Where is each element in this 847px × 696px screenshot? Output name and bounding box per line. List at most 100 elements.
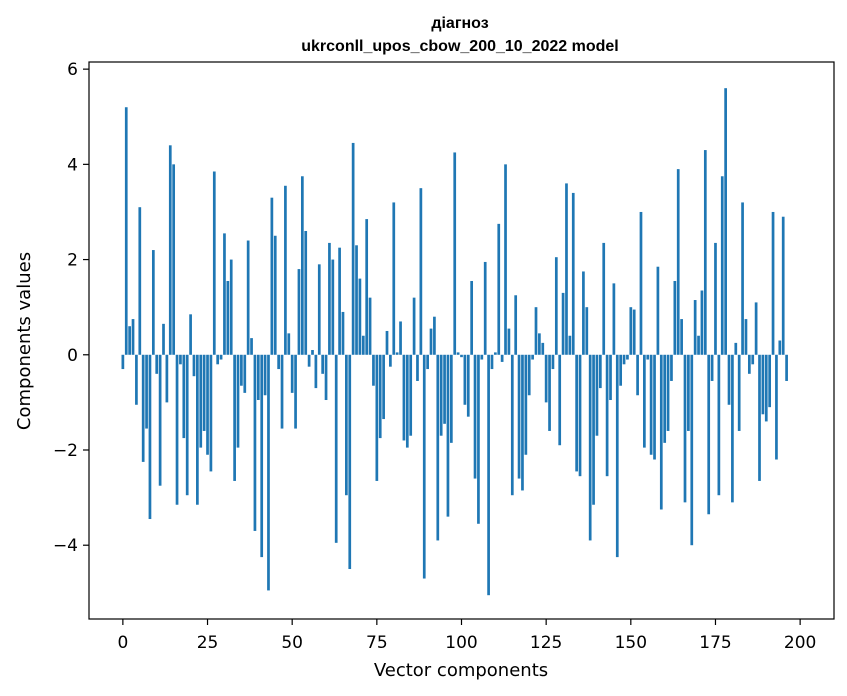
x-tick-label-175: 175	[699, 633, 731, 653]
bar-57	[314, 354, 318, 389]
bar-120	[527, 354, 531, 396]
bar-151	[632, 309, 636, 355]
x-tick-label-200: 200	[784, 633, 816, 653]
bar-118	[521, 354, 524, 491]
x-tick-label-25: 25	[197, 633, 219, 653]
bar-4	[135, 354, 138, 405]
bar-183	[741, 202, 744, 355]
bar-105	[477, 354, 480, 524]
bar-8	[148, 354, 152, 520]
bar-154	[643, 354, 646, 448]
bar-127	[551, 354, 555, 370]
bar-108	[487, 354, 490, 596]
bar-68	[351, 142, 355, 355]
bar-195	[781, 216, 785, 355]
y-tick-label--4: −4	[53, 536, 78, 556]
bar-62	[331, 259, 335, 355]
bar-65	[341, 311, 345, 355]
bar-30	[223, 233, 226, 355]
bar-53	[300, 176, 304, 355]
bar-136	[582, 271, 585, 355]
y-tick-label-2: 2	[67, 251, 78, 271]
bar-132	[568, 335, 572, 355]
bar-41	[260, 354, 264, 558]
bar-51	[294, 354, 297, 429]
bar-140	[595, 354, 599, 436]
bar-18	[182, 354, 186, 439]
bar-45	[273, 235, 277, 355]
bar-147	[619, 354, 623, 386]
bar-38	[250, 338, 253, 355]
bar-157	[653, 354, 656, 460]
bar-173	[707, 354, 711, 515]
x-axis-label: Vector components	[374, 660, 548, 681]
bar-134	[575, 354, 578, 472]
bars-group	[121, 88, 788, 596]
bar-128	[554, 257, 558, 355]
bar-146	[615, 354, 619, 558]
bar-182	[737, 354, 741, 431]
bar-113	[504, 164, 507, 355]
bar-75	[375, 354, 379, 481]
bar-87	[416, 354, 419, 381]
x-tick-label-50: 50	[281, 633, 303, 653]
bar-21	[192, 354, 196, 377]
bar-42	[263, 354, 267, 396]
bar-72	[365, 219, 369, 355]
bar-178	[724, 88, 727, 355]
bar-179	[727, 354, 731, 405]
bar-145	[612, 283, 616, 355]
bar-150	[629, 307, 633, 355]
bar-93	[436, 354, 440, 541]
x-tick-label-150: 150	[615, 633, 647, 653]
bar-20	[189, 314, 192, 355]
bar-119	[524, 354, 528, 455]
bar-40	[256, 354, 260, 401]
bar-84	[405, 354, 409, 448]
bar-43	[267, 354, 270, 591]
bar-107	[483, 261, 487, 355]
bar-74	[372, 354, 375, 386]
bar-37	[246, 240, 250, 355]
bar-47	[280, 354, 284, 429]
bar-188	[758, 354, 761, 481]
bar-56	[311, 350, 314, 355]
bar-34	[236, 354, 240, 448]
chart-title-line2: ukrconll_upos_cbow_200_10_2022 model	[301, 38, 618, 55]
bar-122	[534, 307, 538, 355]
bar-124	[541, 342, 545, 355]
bar-82	[399, 321, 402, 355]
y-tick-label-6: 6	[67, 60, 78, 80]
chart-title-line1: діагноз	[431, 15, 488, 32]
bar-17	[179, 354, 182, 365]
bar-167	[687, 354, 690, 431]
bar-106	[480, 354, 484, 360]
bar-149	[626, 354, 629, 360]
bar-102	[466, 354, 470, 417]
bar-55	[307, 354, 311, 367]
bar-192	[771, 211, 775, 355]
bar-111	[497, 223, 501, 355]
bar-92	[433, 316, 436, 355]
bar-103	[470, 280, 474, 355]
bar-193	[775, 354, 778, 460]
x-tick-label-125: 125	[530, 633, 562, 653]
bar-135	[578, 354, 582, 477]
bar-58	[317, 264, 321, 355]
bar-98	[453, 152, 457, 355]
bar-49	[287, 333, 291, 355]
bar-78	[385, 330, 389, 355]
bar-16	[175, 354, 179, 505]
bar-194	[778, 340, 782, 355]
bar-7	[145, 354, 148, 429]
bar-6	[141, 354, 145, 462]
bar-88	[419, 188, 423, 355]
bar-52	[297, 269, 301, 355]
bar-175	[714, 242, 717, 355]
bar-166	[683, 354, 687, 503]
bar-190	[764, 354, 768, 422]
bar-5	[138, 207, 142, 355]
bar-24	[202, 354, 206, 431]
bar-163	[673, 280, 677, 355]
bar-63	[334, 354, 338, 543]
